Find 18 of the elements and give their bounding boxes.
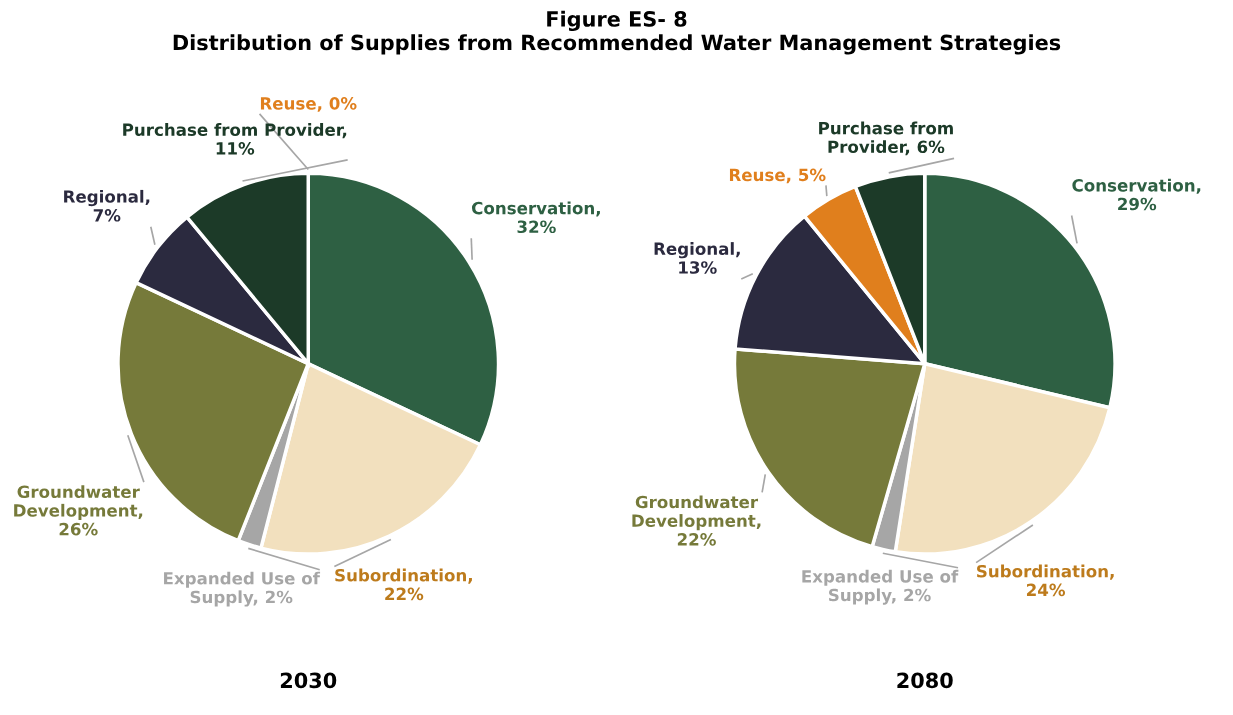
slice-label: Purchase from Provider, 6% <box>819 121 953 156</box>
slice-label: Groundwater Development, 22% <box>632 495 761 546</box>
slice-label: Subordination, 22% <box>335 568 472 601</box>
slice-label: Regional, 7% <box>64 189 150 222</box>
text: 2080 <box>897 672 953 689</box>
chart-subtitle: Distribution of Supplies from Recommended Water Management Strategies <box>173 34 1061 55</box>
slice-label: Conservation, 32% <box>472 201 600 234</box>
text: 2030 <box>280 672 337 689</box>
slice-label: Regional, 13% <box>654 242 740 274</box>
slice-label: Expanded Use of Supply, 2% <box>802 569 959 605</box>
slice-label: Groundwater Development, 26% <box>14 485 143 536</box>
slice-label: Purchase from Provider, 11% <box>123 123 347 155</box>
slice-label: Subordination, 24% <box>977 564 1114 597</box>
slice-label: Reuse, 5% <box>729 168 826 184</box>
category-label: Reuse, 0% <box>260 97 357 112</box>
slice-label: Conservation, 29% <box>1072 178 1201 211</box>
chart-title: Figure ES- 8 <box>547 10 687 32</box>
slice-label: Expanded Use of Supply, 2% <box>164 571 321 607</box>
